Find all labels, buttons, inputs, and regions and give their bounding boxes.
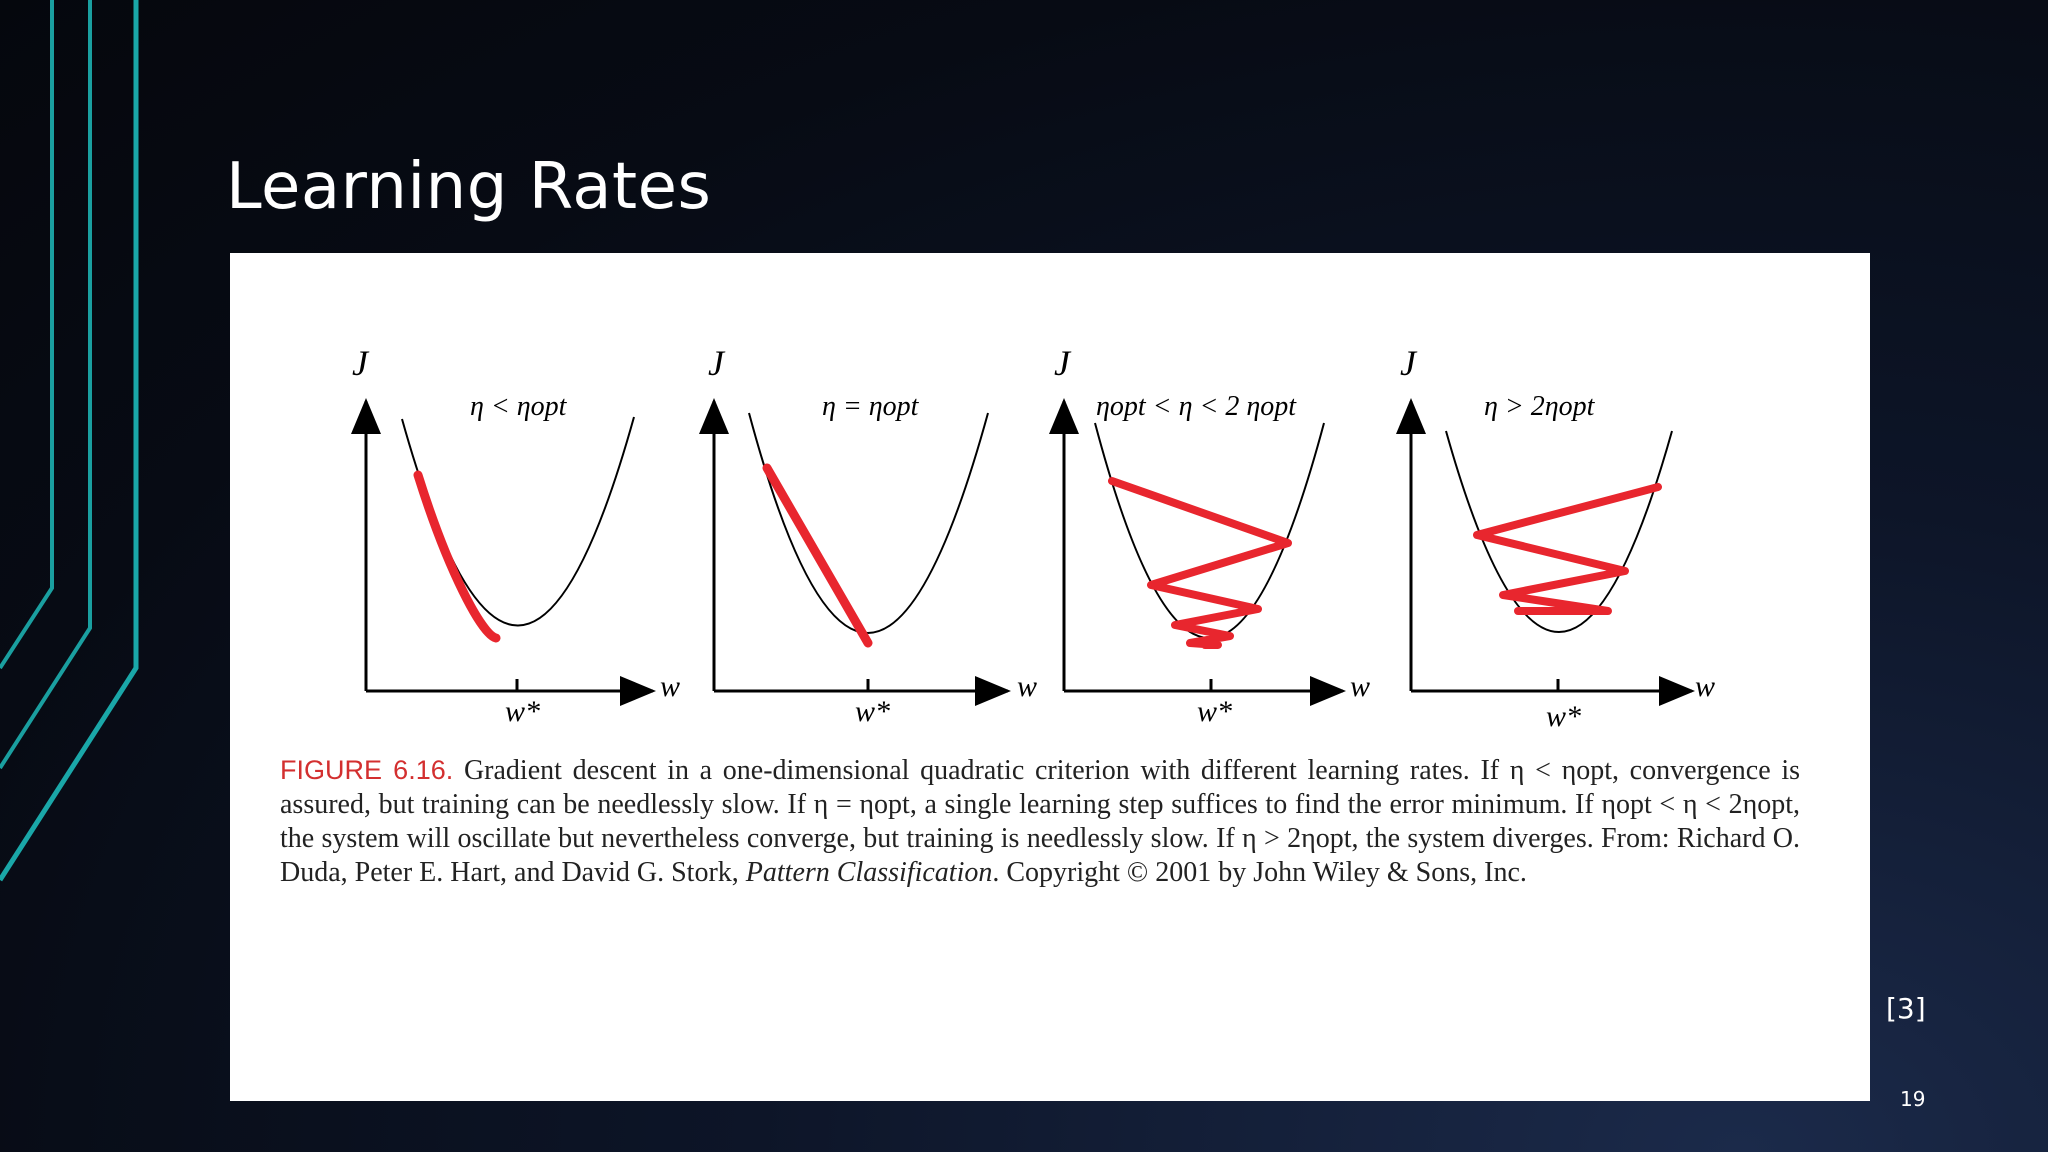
panel-2-label: η = ηopt bbox=[822, 391, 920, 422]
panel-1-label: η < ηopt bbox=[470, 391, 568, 422]
axis-w-label: w bbox=[1350, 670, 1370, 703]
axis-j-label: J bbox=[1054, 343, 1072, 383]
axis-w-label: w bbox=[1017, 670, 1037, 703]
panel-2: J w w* η = ηopt bbox=[699, 343, 1037, 728]
panel-1: J w w* η < ηopt bbox=[351, 343, 680, 728]
axis-w-label: w bbox=[1695, 670, 1715, 703]
reference-marker: [3] bbox=[1886, 992, 1926, 1025]
axis-w-label: w bbox=[660, 670, 680, 703]
panel-3-label: ηopt < η < 2 ηopt bbox=[1096, 391, 1297, 422]
axis-j-label: J bbox=[352, 343, 370, 383]
caption-book-title: Pattern Classification bbox=[745, 857, 993, 888]
figure-caption: FIGURE 6.16. Gradient descent in a one-d… bbox=[280, 753, 1800, 890]
descent-path-optimal bbox=[762, 463, 873, 648]
w-star-label: w* bbox=[1197, 695, 1232, 728]
axis-j-label: J bbox=[708, 343, 726, 383]
page-number: 19 bbox=[1900, 1087, 1926, 1111]
descent-path-oscillating bbox=[1108, 477, 1292, 649]
w-star-label: w* bbox=[1546, 700, 1581, 733]
learning-rate-diagram: J w w* η < ηopt J w w* η = ηopt J w w* bbox=[351, 343, 1715, 733]
panel-4-label: η > 2ηopt bbox=[1484, 391, 1596, 422]
slide-title: Learning Rates bbox=[226, 150, 712, 224]
descent-path-diverging bbox=[1473, 483, 1662, 615]
caption-text: Gradient descent in a one-dimensional qu… bbox=[280, 755, 1800, 888]
panel-3: J w w* ηopt < η < 2 ηopt bbox=[1049, 343, 1370, 728]
figure-panel: J w w* η < ηopt J w w* η = ηopt J w w* bbox=[230, 253, 1870, 1101]
descent-path-slow bbox=[413, 470, 501, 643]
w-star-label: w* bbox=[855, 695, 890, 728]
panel-4: J w w* η > 2ηopt bbox=[1396, 343, 1715, 733]
caption-copyright: . Copyright © 2001 by John Wiley & Sons,… bbox=[992, 857, 1527, 888]
w-star-label: w* bbox=[505, 695, 540, 728]
axis-j-label: J bbox=[1400, 343, 1418, 383]
decorative-teal-lines bbox=[0, 0, 139, 882]
figure-number: FIGURE 6.16. bbox=[280, 755, 454, 785]
